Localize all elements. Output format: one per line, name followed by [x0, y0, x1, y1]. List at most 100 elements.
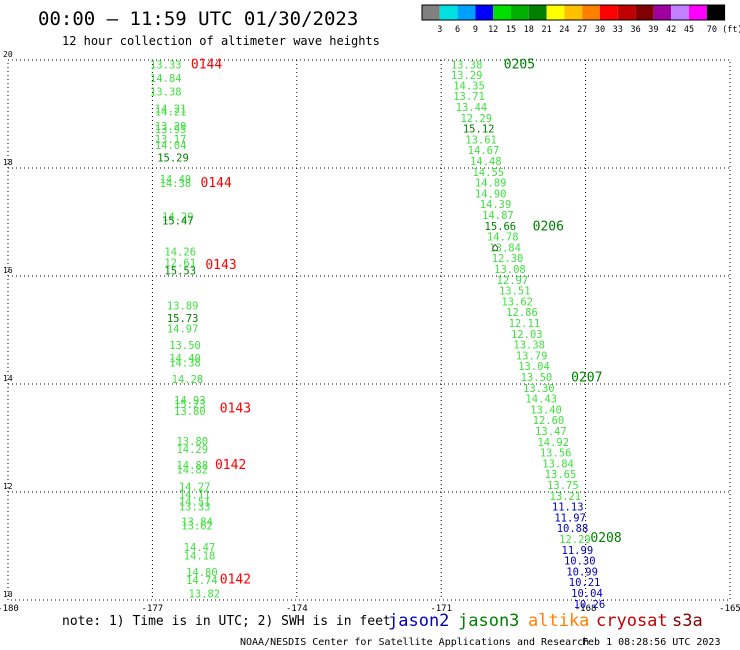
swh-data-label: 14.47: [184, 542, 216, 554]
swh-data-label: 14.38: [160, 178, 192, 190]
swh-data-label: 14.80: [186, 567, 218, 579]
swh-data-label: 12.29: [460, 113, 492, 125]
colorbar-swatch: [493, 5, 511, 20]
x-tick-label: -168: [575, 604, 597, 614]
swh-data-label: 14.39: [480, 199, 512, 211]
legend-jason2: jason2: [388, 611, 449, 631]
swh-data-label: 13.79: [516, 350, 548, 362]
swh-data-label: 15.23: [174, 399, 206, 411]
swh-data-label: 13.84: [181, 517, 213, 529]
swh-data-label: 13.82: [189, 589, 221, 601]
swh-data-label: 14.93: [174, 395, 206, 407]
swh-data-label: 11.99: [562, 545, 594, 557]
swh-data-label: 14.48: [470, 156, 502, 168]
footer-credit: NOAA/NESDIS Center for Satellite Applica…: [240, 637, 589, 648]
colorbar-swatch: [546, 5, 565, 20]
colorbar-swatch: [511, 5, 529, 20]
legend-cryosat: cryosat: [596, 611, 668, 631]
swh-data-label: 15.53: [164, 266, 196, 278]
legend-altika: altika: [528, 611, 589, 631]
x-tick-label: -171: [430, 604, 452, 614]
swh-data-label: 14.18: [184, 551, 216, 563]
y-tick-label: 18: [3, 158, 13, 167]
swh-data-label: 13.44: [456, 102, 488, 114]
swh-data-label: 14.26: [164, 247, 196, 259]
x-tick-label: -165: [719, 604, 740, 614]
colorbar-label: 18: [524, 25, 534, 35]
colorbar-swatch: [528, 5, 547, 20]
swh-data-label: 13.30: [523, 383, 555, 395]
colorbar-swatch: [582, 5, 600, 20]
swh-data-label: 10.26: [574, 599, 606, 611]
swh-data-label: 13.75: [547, 480, 579, 492]
swh-data-label: 13.80: [176, 436, 208, 448]
time-label: 0208: [590, 531, 621, 546]
swh-data-label: 12.61: [164, 258, 196, 270]
swh-data-label: 13.62: [181, 520, 213, 532]
time-label: 0142: [220, 572, 251, 587]
colorbar-swatch: [671, 5, 689, 20]
swh-data-label: 14.38: [169, 357, 201, 369]
y-tick-label: 14: [3, 374, 13, 383]
time-label: 0206: [533, 219, 564, 234]
swh-data-label: 13.51: [499, 286, 531, 298]
time-label: 0144: [191, 57, 222, 72]
colorbar-swatch: [635, 5, 654, 20]
colorbar-swatch: [617, 5, 636, 20]
time-label: 0143: [220, 401, 251, 416]
colorbar-label: 39: [648, 25, 658, 35]
swh-data-label: 13.38: [150, 86, 182, 98]
colorbar-label: 6: [455, 25, 460, 35]
colorbar-swatch: [564, 5, 583, 20]
chart-title: 00:00 – 11:59 UTC 01/30/2023: [38, 8, 358, 30]
swh-data-label: 12.11: [509, 318, 541, 330]
colorbar-label: 27: [577, 25, 587, 35]
x-tick-label: -174: [286, 604, 308, 614]
swh-data-label: 13.71: [453, 91, 485, 103]
y-tick-label: 12: [3, 482, 13, 491]
swh-data-label: 14.74: [186, 575, 218, 587]
swh-data-label: 11.13: [552, 502, 584, 514]
colorbar-label: 70 (ft): [707, 25, 740, 35]
legend-s3a: s3a: [672, 611, 703, 631]
colorbar-label: 42: [666, 25, 676, 35]
swh-data-label: 15.29: [157, 153, 189, 165]
swh-data-label: 14.55: [472, 167, 504, 179]
swh-data-label: 14.21: [155, 106, 187, 118]
swh-data-label: 14.87: [482, 210, 514, 222]
swh-data-label: 12.97: [497, 275, 529, 287]
swh-data-label: 12.86: [506, 307, 538, 319]
swh-data-label: 13.04: [518, 361, 550, 373]
swh-data-label: 13.61: [465, 134, 497, 146]
swh-data-label: 15.12: [463, 124, 495, 136]
colorbar-swatch: [653, 5, 672, 20]
plot-frame: [7, 59, 731, 601]
y-tick-label: 16: [3, 266, 13, 275]
swh-data-label: 13.38: [451, 59, 483, 71]
x-tick-label: -177: [142, 604, 164, 614]
swh-data-label: 13.62: [501, 296, 533, 308]
swh-data-label: 13.33: [179, 502, 211, 514]
swh-data-label: 15.47: [162, 215, 194, 227]
swh-data-label: 14.51: [179, 497, 211, 509]
swh-data-label: 13.89: [167, 301, 199, 313]
swh-data-label: 14.43: [525, 394, 557, 406]
time-label: 0144: [201, 176, 232, 191]
swh-data-label: 14.11: [179, 490, 211, 502]
swh-data-label: 14.49: [160, 174, 192, 186]
swh-data-label: 13.50: [521, 372, 553, 384]
swh-data-label: 13.17: [155, 134, 187, 146]
swh-data-label: 14.78: [487, 232, 519, 244]
swh-data-label: 14.29: [162, 212, 194, 224]
swh-data-label: 12.30: [492, 253, 524, 265]
color-scale-legend: 3 6 9 12 15 18 21 24 27 30 33 36 39 42 45 70 (ft): [421, 4, 740, 35]
colorbar-label: 24: [559, 25, 569, 35]
swh-data-label: 14.27: [179, 482, 211, 494]
colorbar-label: 30: [595, 25, 605, 35]
x-tick-label: -180: [0, 604, 19, 614]
swh-data-label: 14.35: [453, 80, 485, 92]
colorbar-swatch: [600, 5, 618, 20]
satellite-legend: jason2 jason3 altika cryosat s3a: [388, 611, 703, 631]
colorbar-label: 9: [473, 25, 478, 35]
